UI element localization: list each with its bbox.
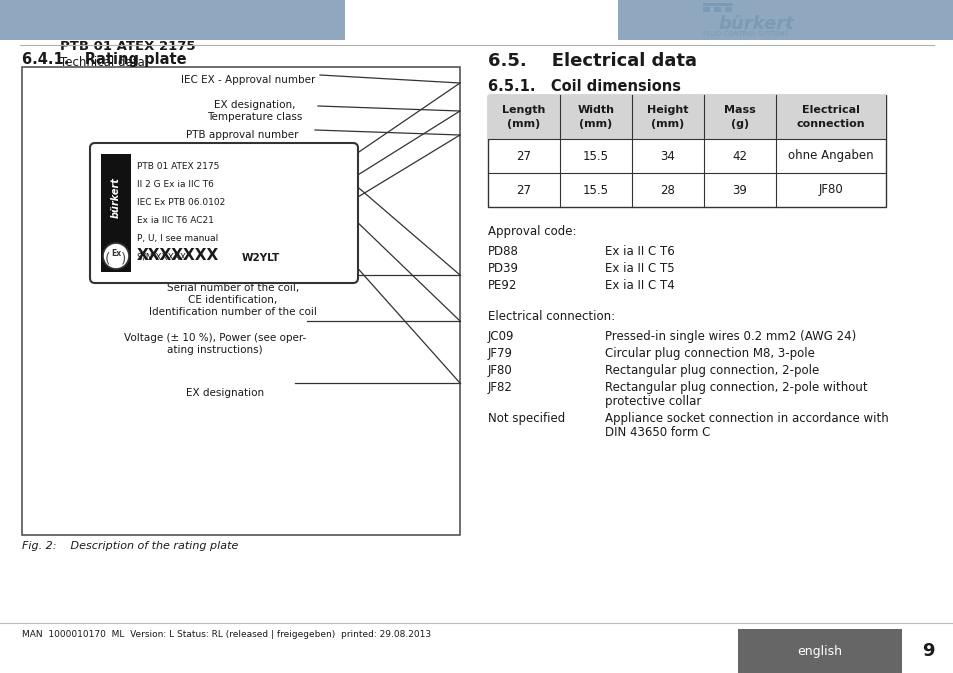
Text: Ex ia II C T6: Ex ia II C T6	[604, 245, 674, 258]
Text: PTB 01 ATEX 2175: PTB 01 ATEX 2175	[60, 40, 195, 53]
Text: JF80: JF80	[488, 364, 512, 377]
Text: ohne Angaben: ohne Angaben	[787, 149, 873, 162]
Text: Mass
(g): Mass (g)	[723, 106, 755, 129]
Bar	[713, 7, 720, 12]
Text: Length
(mm): Length (mm)	[502, 106, 545, 129]
Text: IEC Ex PTB 06.0102: IEC Ex PTB 06.0102	[137, 198, 225, 207]
Text: S/N XXXXX: S/N XXXXX	[137, 252, 186, 261]
Text: Voltage (± 10 %), Power (see oper-: Voltage (± 10 %), Power (see oper-	[124, 333, 306, 343]
Text: Ex: Ex	[111, 248, 121, 258]
Text: EX designation: EX designation	[186, 388, 264, 398]
Bar	[702, 7, 709, 12]
Text: Ex ia II C T4: Ex ia II C T4	[604, 279, 674, 292]
Text: PTB approval number: PTB approval number	[186, 130, 298, 140]
Text: english: english	[797, 645, 841, 658]
Text: Electrical connection:: Electrical connection:	[488, 310, 615, 323]
Bar	[618, 0, 953, 40]
Text: 34: 34	[659, 149, 675, 162]
Text: CE identification,: CE identification,	[188, 295, 277, 305]
Bar	[0, 0, 345, 40]
Text: Appliance socket connection in accordance with: Appliance socket connection in accordanc…	[604, 412, 888, 425]
Bar	[101, 154, 131, 272]
FancyBboxPatch shape	[90, 143, 357, 283]
Bar	[738, 629, 901, 673]
Text: PD88: PD88	[488, 245, 518, 258]
Text: Approval code:: Approval code:	[488, 225, 576, 238]
Text: (: (	[105, 252, 111, 266]
Text: W2YLT: W2YLT	[242, 253, 280, 263]
Text: Technical data: Technical data	[60, 55, 145, 69]
Text: JC09: JC09	[488, 330, 514, 343]
Bar	[488, 95, 885, 139]
Text: Width
(mm): Width (mm)	[577, 106, 614, 129]
Text: Ex ia IIC T6 AC21: Ex ia IIC T6 AC21	[137, 216, 213, 225]
Text: 27: 27	[516, 184, 531, 197]
Text: protective collar: protective collar	[604, 395, 700, 408]
Text: Circular plug connection M8, 3-pole: Circular plug connection M8, 3-pole	[604, 347, 814, 360]
Text: 6.5.1.   Coil dimensions: 6.5.1. Coil dimensions	[488, 79, 680, 94]
Text: Electrical
connection: Electrical connection	[796, 106, 864, 129]
Text: JF79: JF79	[488, 347, 513, 360]
Text: PTB 01 ATEX 2175: PTB 01 ATEX 2175	[137, 162, 219, 171]
Text: Serial number of the coil,: Serial number of the coil,	[167, 283, 299, 293]
Text: FLUID CONTROL SYSTEMS: FLUID CONTROL SYSTEMS	[702, 31, 788, 37]
Text: Fig. 2:    Description of the rating plate: Fig. 2: Description of the rating plate	[22, 541, 238, 551]
Text: 42: 42	[732, 149, 747, 162]
Text: PD39: PD39	[488, 262, 518, 275]
Bar	[724, 7, 731, 12]
Bar	[488, 95, 885, 207]
Text: Identification number of the coil: Identification number of the coil	[149, 307, 316, 317]
Text: Not specified: Not specified	[488, 412, 565, 425]
Text: JF82: JF82	[488, 381, 513, 394]
Text: Rectangular plug connection, 2-pole: Rectangular plug connection, 2-pole	[604, 364, 819, 377]
Text: 15.5: 15.5	[582, 184, 608, 197]
Text: XXXXXXX: XXXXXXX	[137, 248, 219, 263]
Text: 9: 9	[921, 642, 933, 660]
Circle shape	[103, 243, 129, 269]
Text: ating instructions): ating instructions)	[167, 345, 262, 355]
Text: Height
(mm): Height (mm)	[646, 106, 688, 129]
Text: Rectangular plug connection, 2-pole without: Rectangular plug connection, 2-pole with…	[604, 381, 866, 394]
Bar	[702, 3, 732, 6]
Text: Temperature class: Temperature class	[207, 112, 302, 122]
Text: ): )	[121, 252, 126, 266]
Text: 15.5: 15.5	[582, 149, 608, 162]
Text: 27: 27	[516, 149, 531, 162]
Text: IEC EX - Approval number: IEC EX - Approval number	[181, 75, 314, 85]
Bar	[22, 67, 459, 535]
Text: EX designation,: EX designation,	[214, 100, 295, 110]
Text: DIN 43650 form C: DIN 43650 form C	[604, 426, 710, 439]
Text: Pressed-in single wires 0.2 mm2 (AWG 24): Pressed-in single wires 0.2 mm2 (AWG 24)	[604, 330, 856, 343]
Text: II 2 G Ex ia IIC T6: II 2 G Ex ia IIC T6	[137, 180, 213, 189]
Text: MAN  1000010170  ML  Version: L Status: RL (released | freigegeben)  printed: 29: MAN 1000010170 ML Version: L Status: RL …	[22, 630, 431, 639]
Text: P, U, I see manual: P, U, I see manual	[137, 234, 218, 243]
Text: 6.5.    Electrical data: 6.5. Electrical data	[488, 52, 697, 70]
Text: bürkert: bürkert	[111, 178, 121, 219]
Text: 39: 39	[732, 184, 746, 197]
Text: PE92: PE92	[488, 279, 517, 292]
Text: Ex ia II C T5: Ex ia II C T5	[604, 262, 674, 275]
Text: bürkert: bürkert	[718, 15, 793, 33]
Text: JF80: JF80	[818, 184, 842, 197]
Text: 28: 28	[659, 184, 675, 197]
Text: 6.4.1.   Rating plate: 6.4.1. Rating plate	[22, 52, 187, 67]
